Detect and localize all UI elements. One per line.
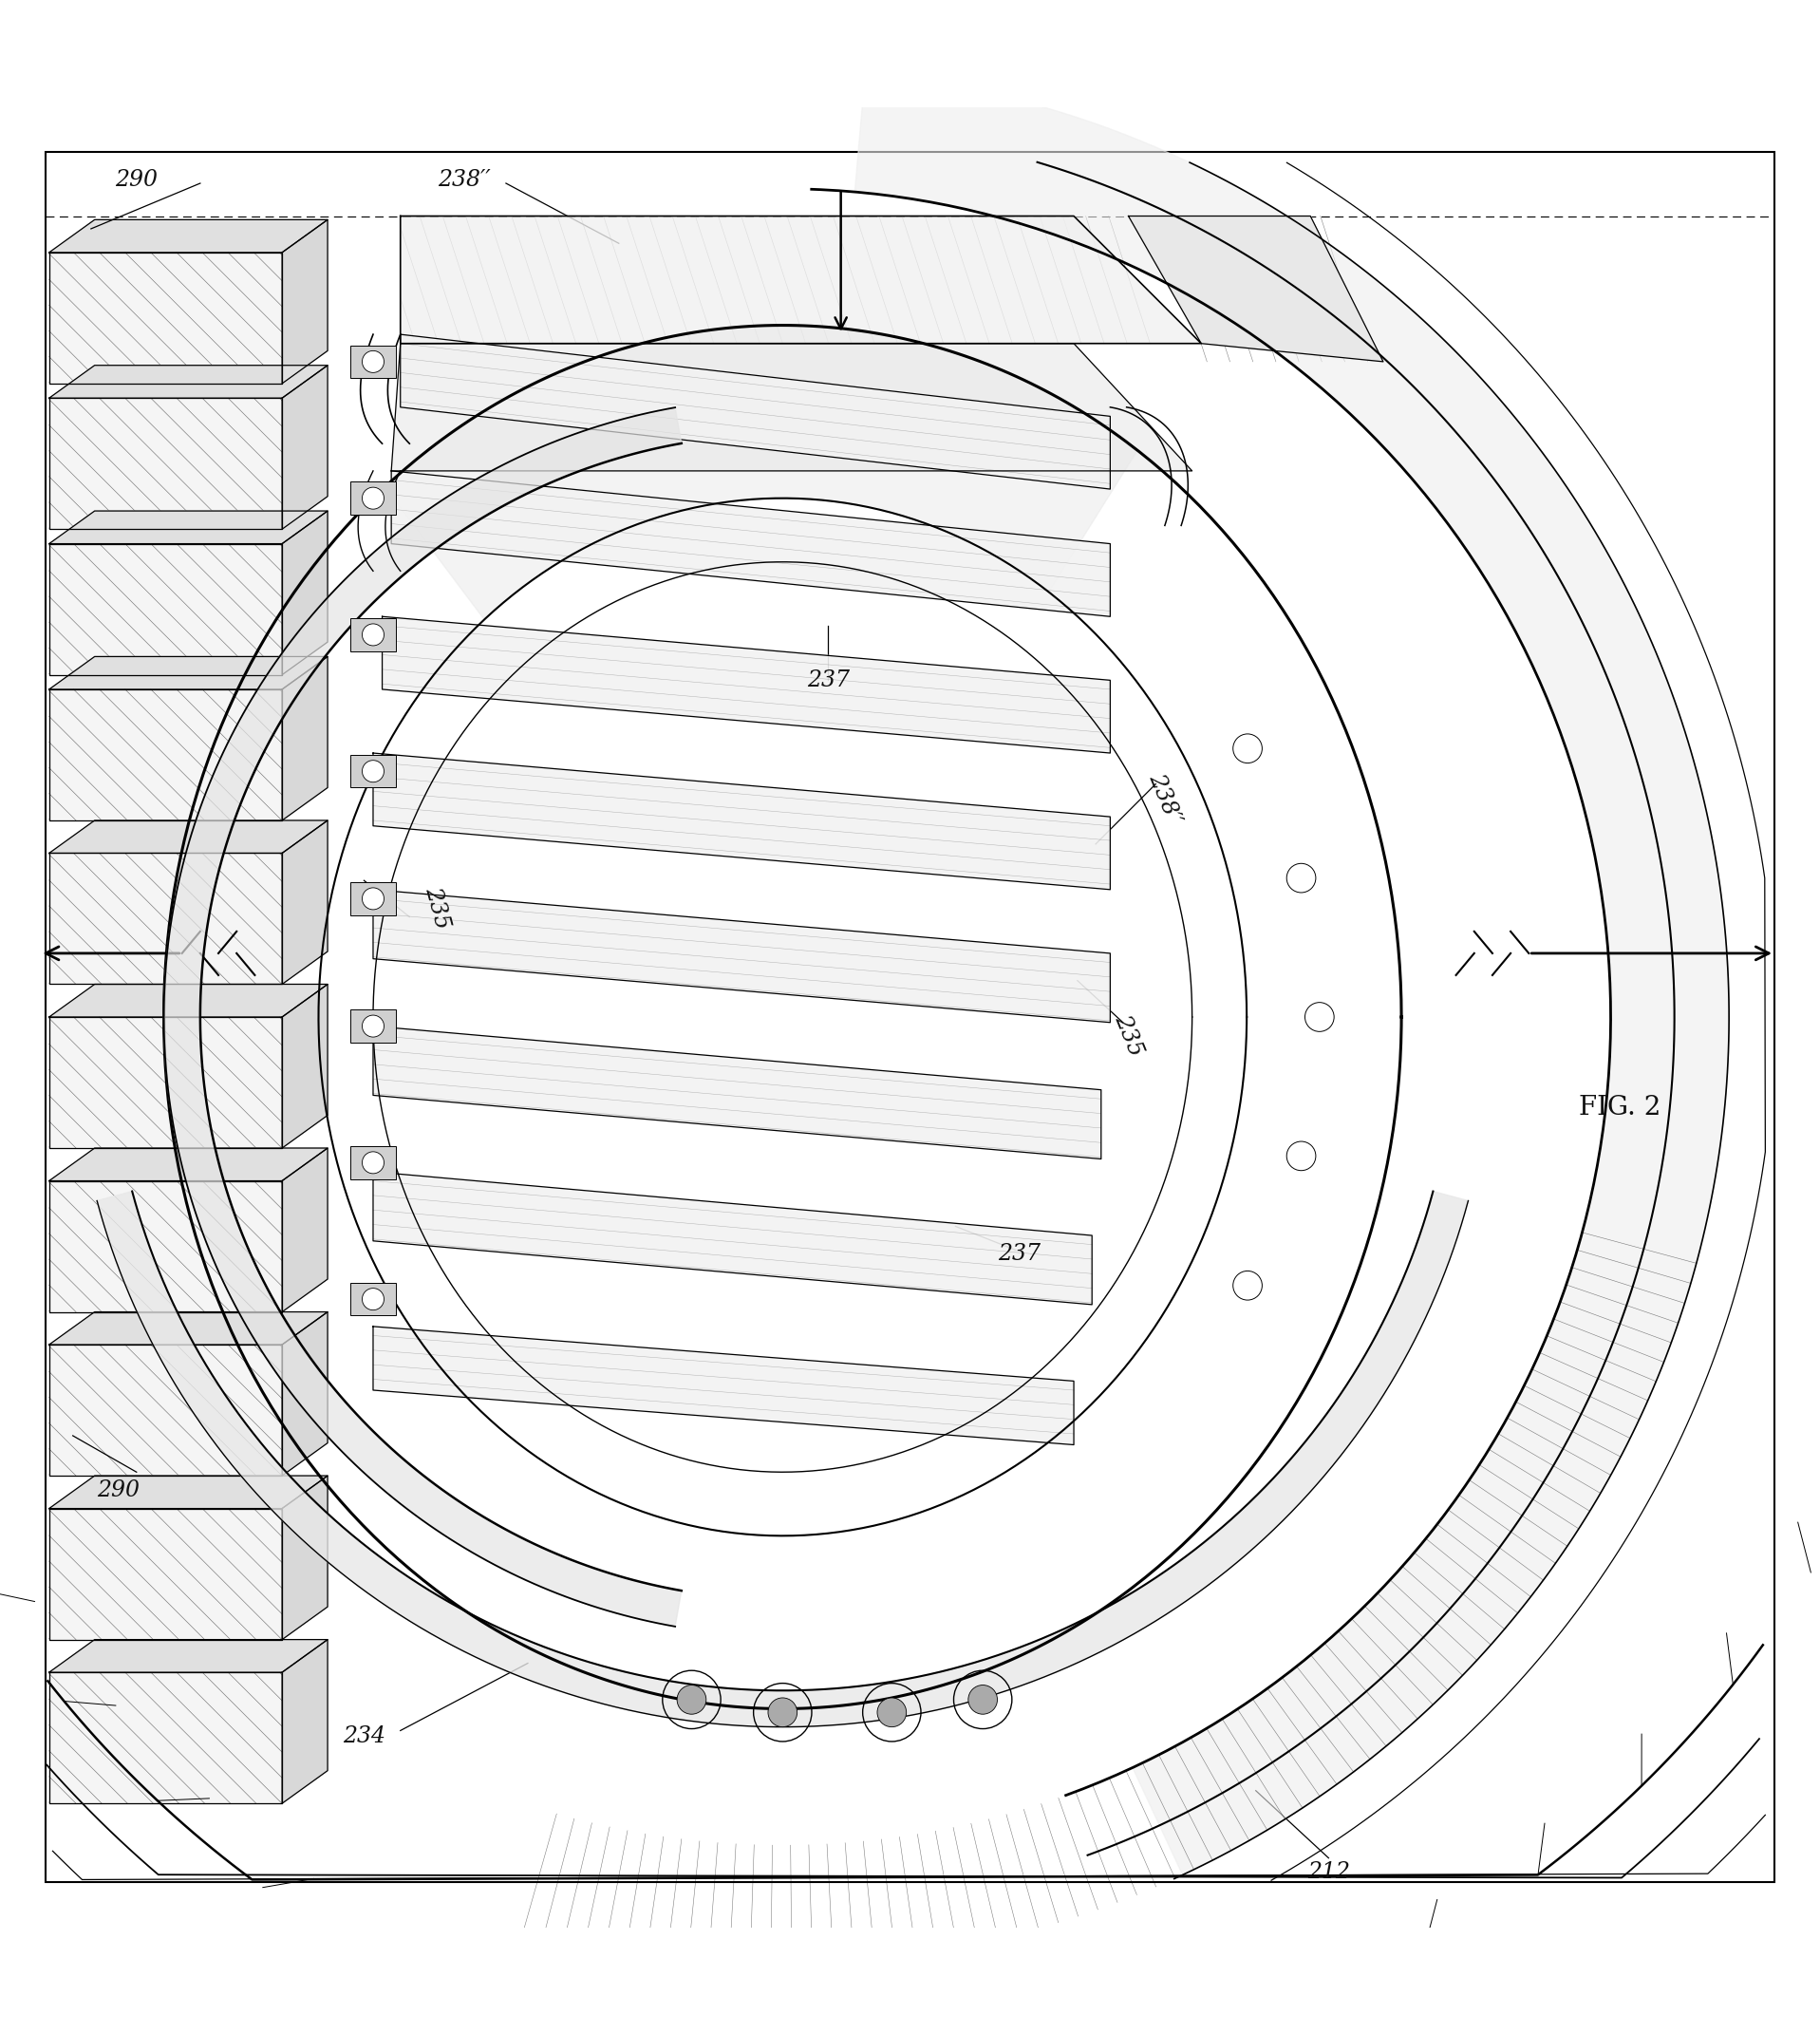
Polygon shape (49, 252, 282, 384)
Polygon shape (855, 73, 1729, 1875)
Polygon shape (282, 820, 328, 984)
Text: 235: 235 (420, 885, 453, 932)
Polygon shape (49, 1182, 282, 1312)
Polygon shape (49, 1509, 282, 1639)
Polygon shape (373, 1025, 1101, 1159)
Polygon shape (400, 334, 1110, 488)
Polygon shape (282, 511, 328, 675)
Polygon shape (373, 889, 1110, 1023)
Circle shape (362, 624, 384, 645)
Polygon shape (391, 344, 1192, 472)
Text: 290: 290 (115, 169, 158, 191)
Bar (349, 618, 397, 651)
Polygon shape (49, 852, 282, 984)
Polygon shape (49, 1344, 282, 1477)
Text: 235: 235 (1110, 1011, 1147, 1060)
Polygon shape (391, 472, 1110, 616)
Polygon shape (49, 220, 328, 252)
Polygon shape (49, 657, 328, 690)
Circle shape (768, 1698, 797, 1727)
Polygon shape (96, 1192, 1469, 1727)
Polygon shape (49, 1312, 328, 1344)
Text: 238′′: 238′′ (437, 169, 491, 191)
Circle shape (362, 1151, 384, 1174)
Circle shape (1232, 734, 1261, 763)
Polygon shape (49, 690, 282, 820)
Polygon shape (1128, 216, 1383, 362)
Polygon shape (49, 1672, 282, 1804)
Bar (349, 1283, 397, 1316)
Polygon shape (400, 216, 1201, 344)
Polygon shape (282, 657, 328, 820)
Polygon shape (373, 1326, 1074, 1444)
Polygon shape (49, 1147, 328, 1182)
Circle shape (362, 887, 384, 909)
Polygon shape (49, 984, 328, 1017)
Bar (349, 482, 397, 515)
Polygon shape (282, 1312, 328, 1477)
Bar (349, 346, 397, 378)
Bar (349, 755, 397, 787)
Circle shape (968, 1684, 997, 1715)
Circle shape (1287, 864, 1316, 893)
Text: FIG. 2: FIG. 2 (1578, 1094, 1662, 1121)
Polygon shape (282, 1147, 328, 1312)
Text: 237: 237 (997, 1243, 1041, 1265)
Polygon shape (282, 220, 328, 384)
Polygon shape (49, 511, 328, 543)
Bar (349, 1009, 397, 1043)
Polygon shape (49, 399, 282, 529)
Polygon shape (49, 820, 328, 852)
Circle shape (677, 1684, 706, 1715)
Polygon shape (164, 407, 681, 1627)
Text: 234: 234 (342, 1725, 386, 1747)
Circle shape (1232, 1271, 1261, 1300)
Circle shape (877, 1698, 906, 1727)
Polygon shape (373, 753, 1110, 889)
Circle shape (362, 761, 384, 783)
Circle shape (1287, 1141, 1316, 1170)
Text: 212: 212 (1307, 1861, 1350, 1883)
Text: 290: 290 (96, 1479, 140, 1501)
Text: 237: 237 (806, 669, 850, 692)
Circle shape (362, 1015, 384, 1037)
Polygon shape (382, 616, 1110, 753)
Polygon shape (282, 1477, 328, 1639)
Text: 238′′: 238′′ (1145, 771, 1185, 828)
Circle shape (1305, 1003, 1334, 1031)
Bar (349, 1147, 397, 1180)
Polygon shape (282, 984, 328, 1147)
Polygon shape (373, 1172, 1092, 1304)
Polygon shape (282, 1639, 328, 1804)
Polygon shape (49, 1477, 328, 1509)
Polygon shape (49, 366, 328, 399)
Circle shape (362, 488, 384, 508)
Circle shape (362, 350, 384, 372)
Bar (349, 883, 397, 915)
Polygon shape (49, 543, 282, 675)
Polygon shape (49, 1639, 328, 1672)
Polygon shape (282, 366, 328, 529)
Polygon shape (384, 325, 1138, 620)
Polygon shape (49, 1017, 282, 1147)
Circle shape (362, 1288, 384, 1310)
